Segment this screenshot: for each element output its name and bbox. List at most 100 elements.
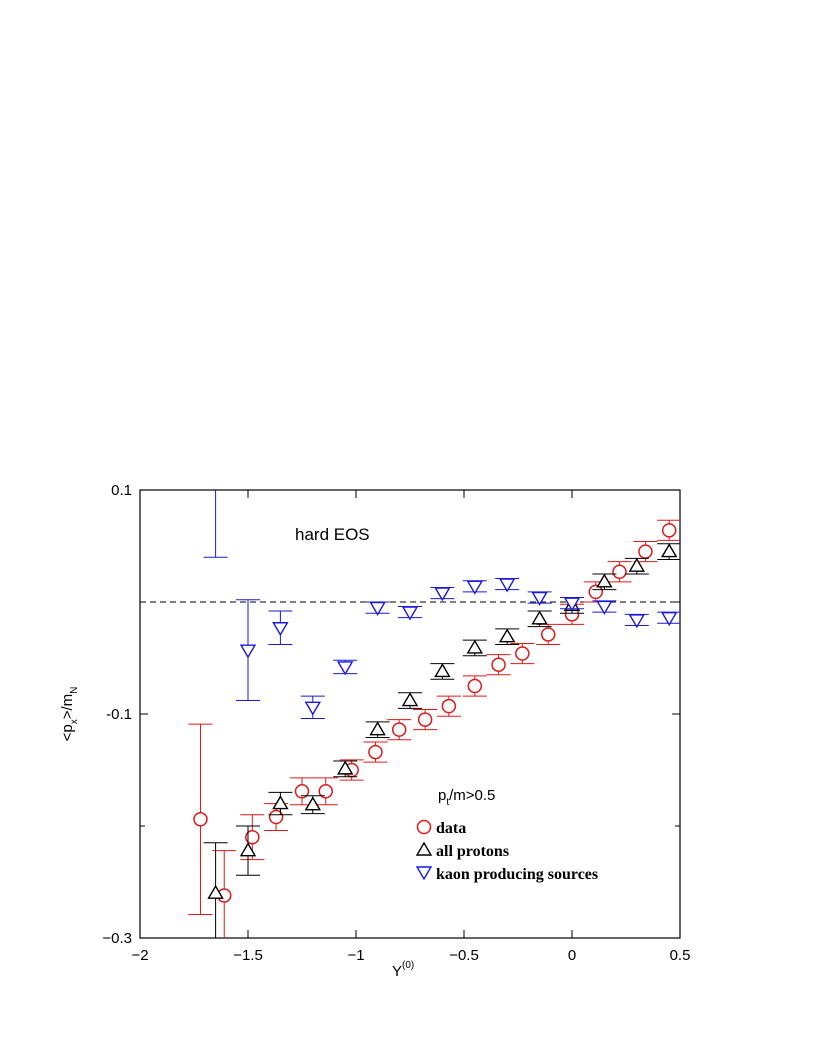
legend-marker-circle	[416, 819, 432, 835]
x-tick-label: 0	[568, 947, 576, 964]
marker-triangle-down	[498, 578, 516, 593]
marker-triangle-down	[336, 661, 354, 676]
point-all-protons	[333, 760, 358, 778]
legend-marker-triangle-up	[415, 841, 433, 856]
marker-triangle-down	[401, 606, 419, 621]
point-data	[510, 642, 535, 665]
marker-triangle-up	[498, 628, 516, 643]
legend-marker-triangle-down	[415, 866, 433, 881]
marker-circle	[588, 584, 604, 600]
legend-label-data: data	[436, 820, 466, 837]
axis-ticks: −2 −1.5 −1 −0.5 0 0.5 0.1 -0.1 −0.3	[102, 482, 690, 964]
point-data	[607, 561, 632, 583]
x-tick-label: −2	[131, 947, 148, 964]
marker-triangle-down	[628, 614, 646, 629]
point-kaon-producing-sources	[365, 601, 390, 616]
point-kaon-producing-sources	[527, 591, 552, 606]
point-all-protons	[592, 573, 617, 591]
x-tick-label: 0.5	[670, 947, 691, 964]
point-kaon-producing-sources	[592, 600, 617, 615]
point-kaon-producing-sources	[398, 605, 422, 621]
marker-circle	[318, 784, 334, 799]
point-kaon-producing-sources	[300, 695, 325, 719]
marker-triangle-up	[531, 610, 548, 625]
marker-triangle-down	[596, 600, 613, 615]
marker-triangle-up	[466, 639, 484, 654]
point-data	[363, 741, 388, 763]
marker-triangle-down	[563, 597, 581, 612]
marker-triangle-down	[434, 587, 451, 602]
marker-circle	[391, 722, 407, 737]
marker-triangle-up	[660, 543, 678, 558]
y-tick-label: -0.1	[106, 706, 132, 723]
data-points	[188, 418, 680, 938]
point-kaon-producing-sources	[236, 599, 260, 702]
y-axis-label: <px>/mN	[59, 687, 80, 742]
x-tick-label: −0.5	[449, 947, 479, 964]
marker-triangle-down	[272, 622, 289, 637]
legend-label-kaon-sources: kaon producing sources	[436, 866, 598, 883]
marker-triangle-down	[304, 701, 322, 716]
marker-triangle-up	[336, 760, 354, 775]
marker-triangle-up	[207, 884, 224, 899]
marker-circle	[245, 829, 260, 845]
marker-triangle-up	[628, 557, 646, 572]
marker-triangle-up	[401, 692, 419, 707]
marker-circle	[515, 646, 530, 661]
point-all-protons	[268, 791, 293, 816]
point-all-protons	[657, 543, 680, 560]
point-kaon-producing-sources	[203, 418, 228, 558]
marker-triangle-up	[596, 573, 613, 588]
point-kaon-producing-sources	[430, 586, 455, 602]
point-all-protons	[236, 825, 260, 876]
point-kaon-producing-sources	[462, 580, 487, 595]
marker-circle	[467, 678, 483, 694]
marker-triangle-down	[466, 580, 484, 595]
marker-triangle-down	[531, 591, 548, 606]
point-kaon-producing-sources	[624, 613, 649, 629]
point-data	[657, 519, 680, 541]
marker-circle	[417, 712, 433, 727]
point-data	[436, 695, 461, 717]
marker-circle	[612, 564, 627, 580]
point-data	[413, 709, 438, 731]
point-data	[290, 777, 314, 806]
legend-item-data: data	[416, 819, 466, 837]
x-axis-label: Y(0)	[392, 960, 414, 980]
y-tick-label: 0.1	[111, 482, 132, 499]
marker-triangle-up	[304, 796, 322, 811]
marker-circle	[661, 523, 677, 538]
marker-circle	[193, 812, 208, 827]
point-all-protons	[624, 557, 649, 575]
marker-triangle-down	[209, 418, 223, 430]
point-all-protons	[398, 692, 422, 709]
legend-item-kaon-sources: kaon producing sources	[415, 866, 598, 883]
point-data	[462, 675, 487, 697]
point-all-protons	[365, 721, 390, 739]
marker-triangle-down	[369, 601, 386, 616]
marker-circle	[638, 544, 653, 559]
point-data	[486, 654, 511, 676]
point-all-protons	[300, 795, 325, 815]
x-tick-label: −1	[347, 947, 364, 964]
point-all-protons	[462, 639, 487, 657]
marker-triangle-down	[239, 644, 257, 659]
marker-circle	[491, 657, 506, 672]
marker-circle	[268, 809, 284, 825]
marker-circle	[368, 744, 383, 760]
cut-label: pt/m>0.5	[438, 787, 495, 808]
marker-circle	[441, 698, 457, 714]
x-tick-label: −1.5	[233, 947, 263, 964]
marker-circle	[540, 627, 556, 642]
point-kaon-producing-sources	[333, 659, 358, 676]
point-all-protons	[495, 628, 520, 646]
point-data	[536, 623, 561, 646]
point-data	[387, 719, 412, 741]
marker-triangle-up	[434, 663, 451, 678]
marker-triangle-up	[239, 842, 257, 857]
point-kaon-producing-sources	[560, 597, 584, 612]
marker-triangle-up	[369, 721, 386, 736]
marker-triangle-down	[660, 611, 678, 627]
point-kaon-producing-sources	[495, 577, 520, 593]
